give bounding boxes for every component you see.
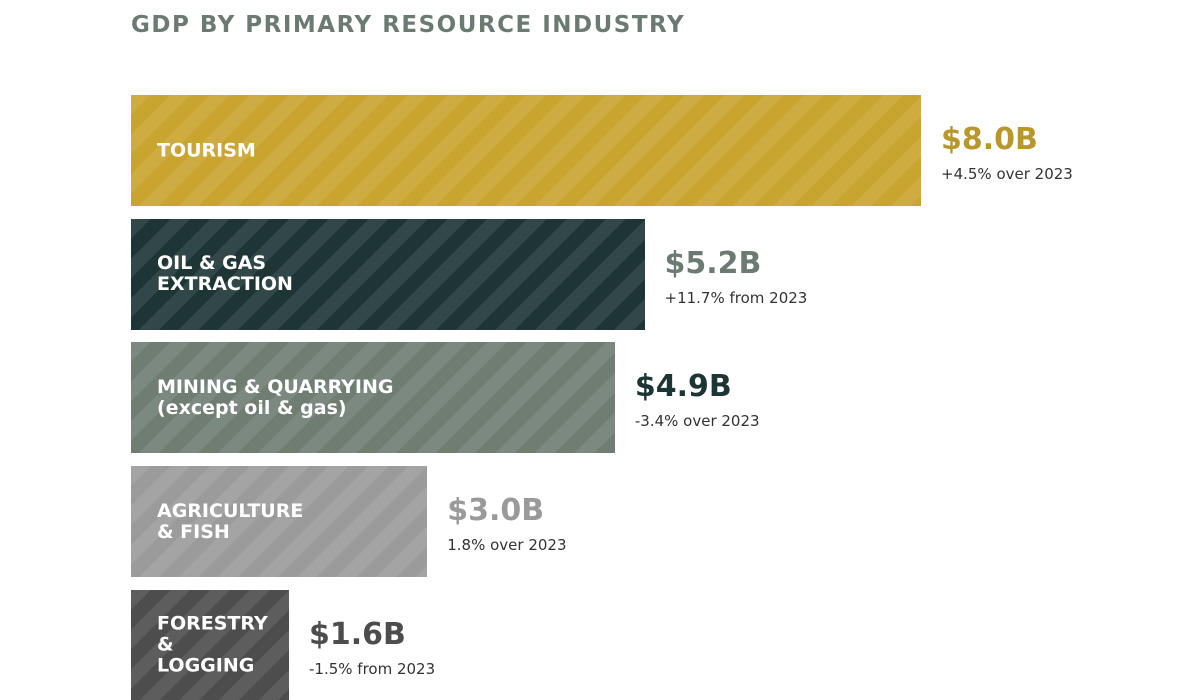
change-note: +4.5% over 2023 xyxy=(941,165,1073,183)
value-label: $4.9B xyxy=(634,369,732,405)
category-label: MINING & QUARRYING (except oil & gas) xyxy=(157,375,394,419)
category-label: OIL & GAS EXTRACTION xyxy=(157,252,293,296)
bar xyxy=(131,342,615,454)
value-label: $1.6B xyxy=(309,616,406,652)
bar xyxy=(131,466,428,578)
bar xyxy=(131,95,921,206)
category-label: FORESTRY & LOGGING xyxy=(157,612,268,677)
bar xyxy=(131,589,289,700)
value-label: $5.2B xyxy=(664,245,762,281)
category-label: TOURISM xyxy=(157,139,256,161)
chart-title: GDP BY PRIMARY RESOURCE INDUSTRY xyxy=(131,12,686,38)
change-note: -1.5% from 2023 xyxy=(309,659,436,678)
value-label: $8.0B xyxy=(941,122,1038,157)
change-note: 1.8% over 2023 xyxy=(447,536,567,555)
bar xyxy=(131,218,645,330)
value-label: $3.0B xyxy=(447,493,545,529)
change-note: +11.7% from 2023 xyxy=(664,288,808,307)
category-label: AGRICULTURE & FISH xyxy=(157,499,304,543)
change-note: -3.4% over 2023 xyxy=(634,412,760,431)
